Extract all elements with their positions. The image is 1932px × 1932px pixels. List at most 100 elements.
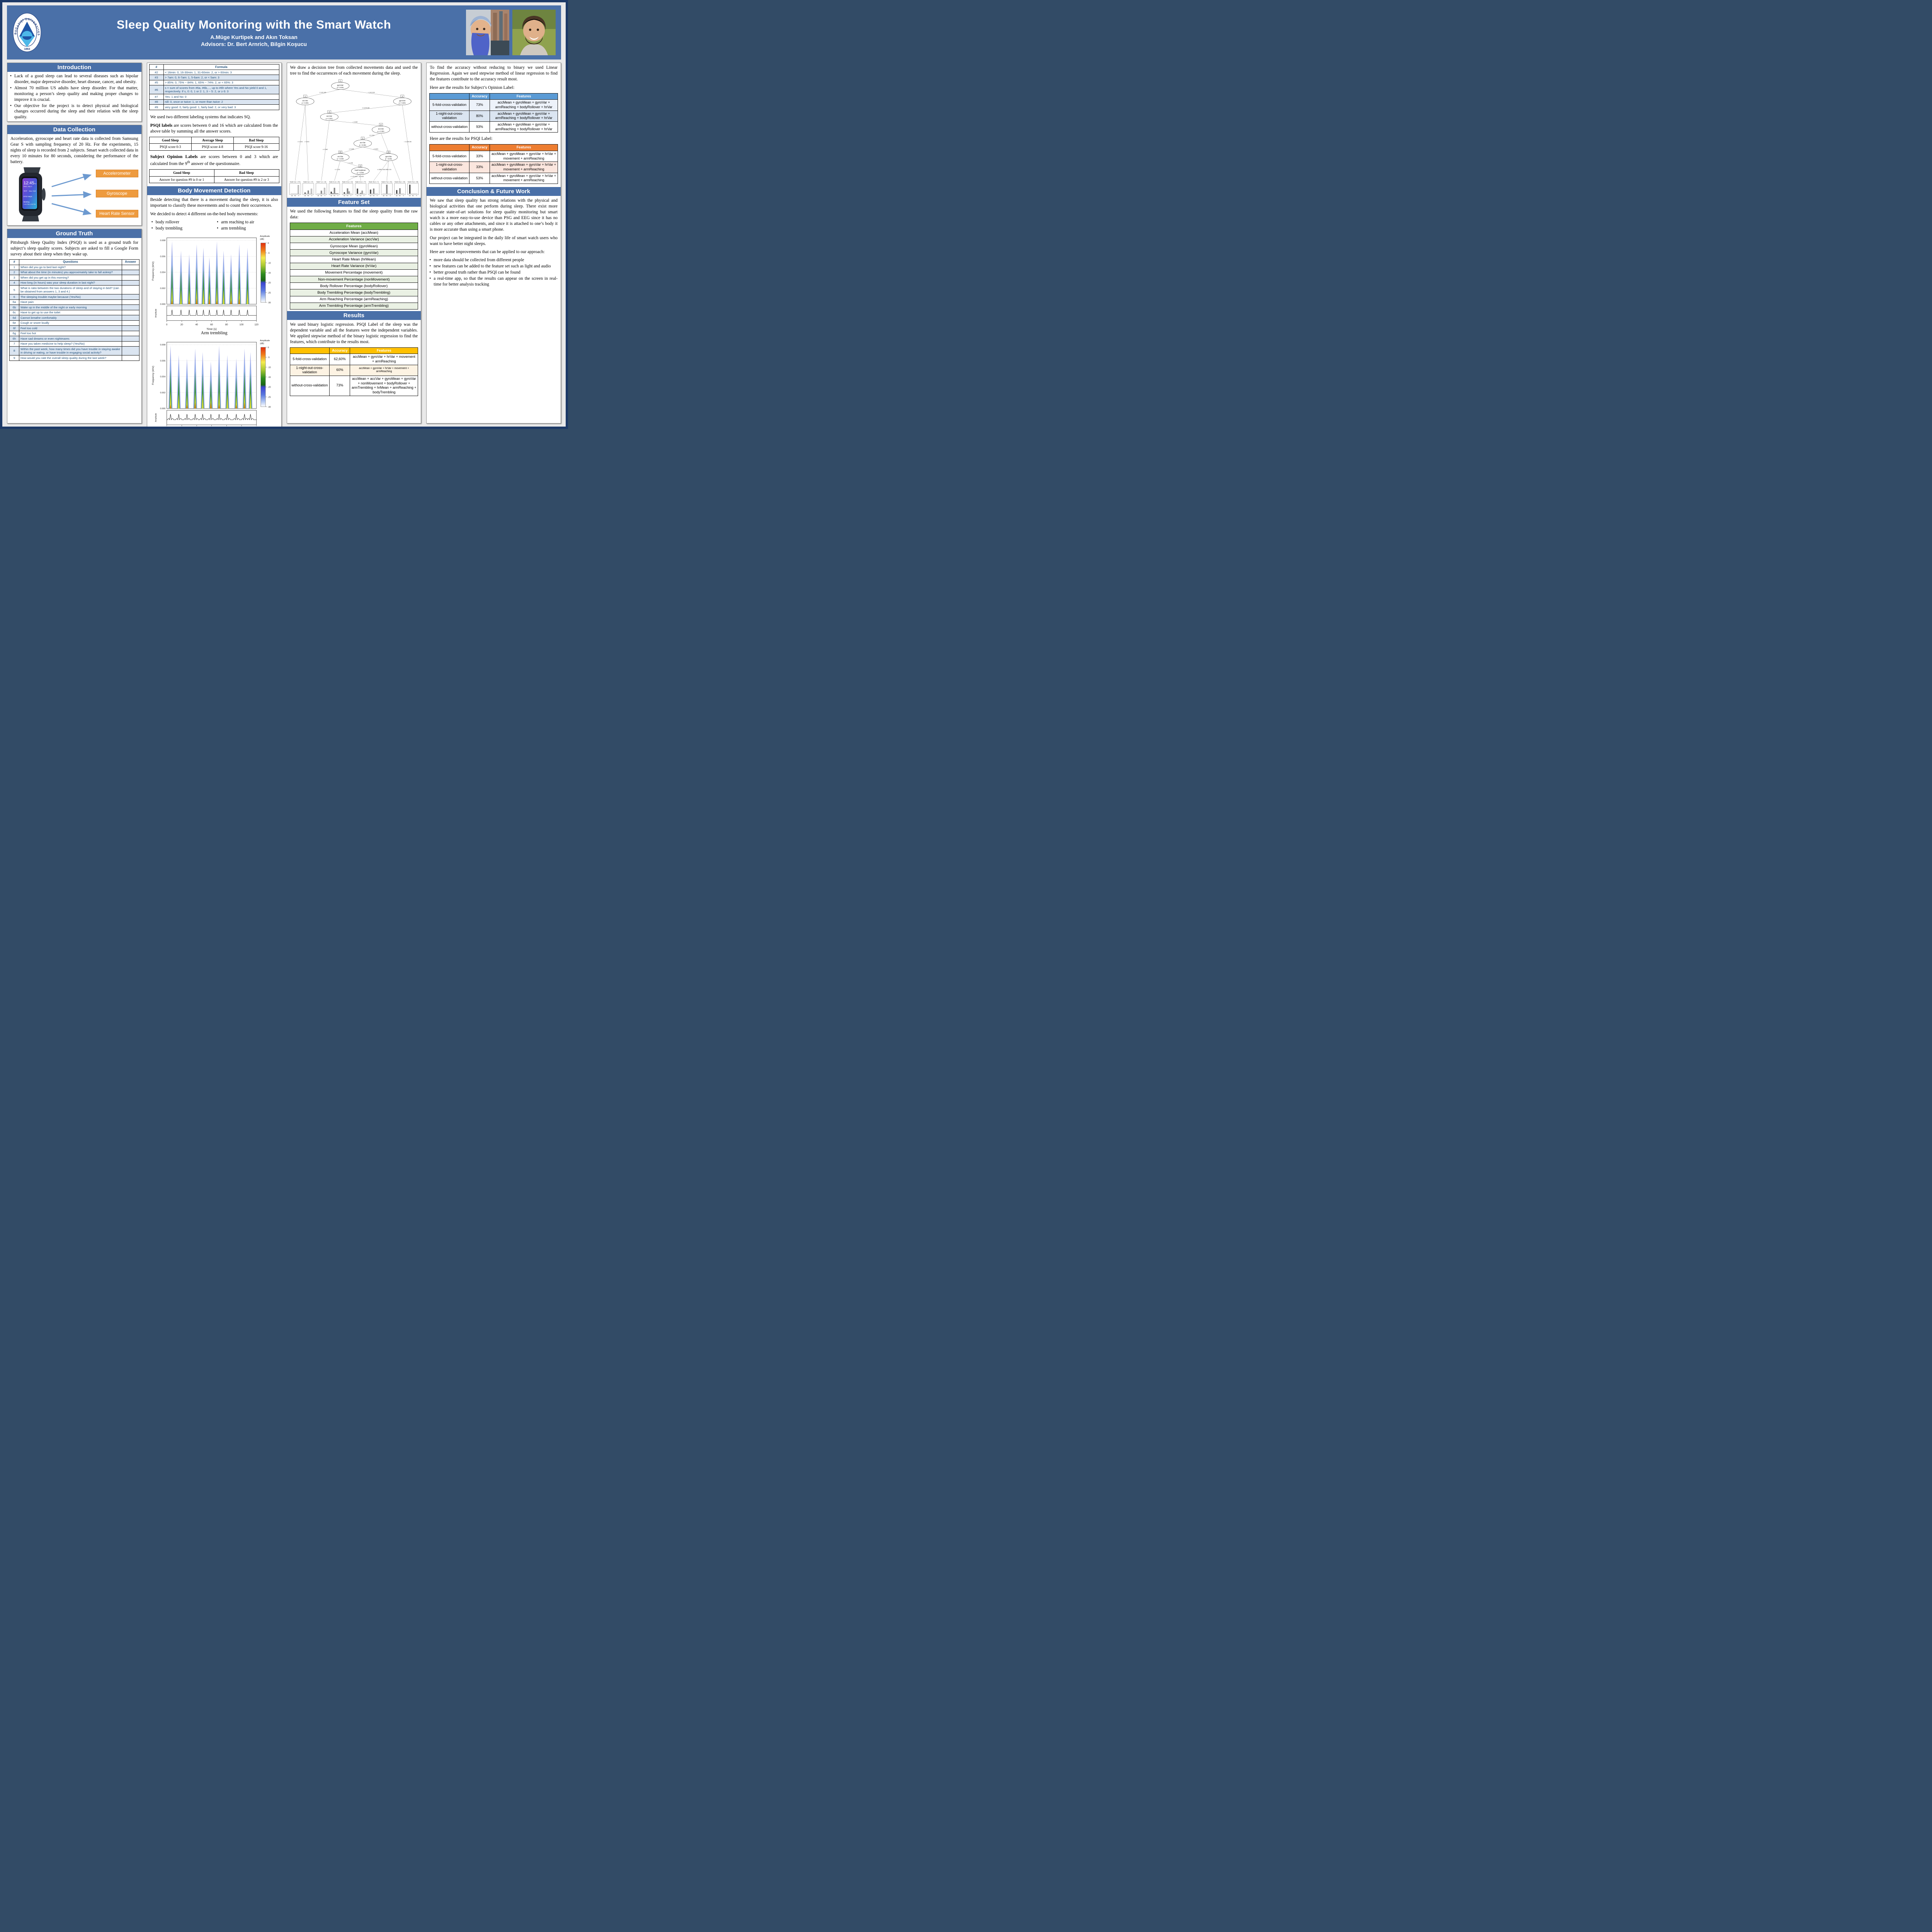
- opinion-good-header: Good Sleep: [149, 169, 214, 177]
- svg-text:n: n: [337, 195, 338, 196]
- svg-text:-15: -15: [267, 272, 270, 274]
- svg-text:a1: a1: [357, 195, 358, 196]
- features-header: Features: [350, 347, 418, 354]
- arm-trembling-caption: Arm trembling: [201, 331, 228, 336]
- svg-text:> -40.633: > -40.633: [357, 175, 364, 177]
- accuracy-header: Accuracy: [329, 347, 350, 354]
- formula-table: # Formula #2 < 16min: 0, 16-30min: 1, 31-…: [149, 64, 279, 110]
- svg-text:gyroVar: gyroVar: [399, 100, 405, 102]
- svg-text:New York: New York: [29, 190, 36, 192]
- questions-col-answer: Answer: [121, 259, 139, 265]
- feature-row: Arm Reaching Percentage (armReaching): [289, 296, 418, 303]
- question-text: Have you taken medicine to help sleep? (…: [19, 341, 122, 347]
- question-number: 9: [9, 355, 19, 361]
- photo-author-1: [466, 10, 509, 55]
- svg-text:n: n: [390, 195, 391, 196]
- svg-text:n: n: [324, 195, 325, 196]
- answer-cell: [121, 294, 139, 300]
- svg-text:12: 12: [359, 165, 361, 167]
- svg-text:-25: -25: [267, 292, 270, 294]
- features-value: accMean + gyroVar + hrVar + movement + a…: [350, 364, 418, 376]
- svg-text:Amplitude: Amplitude: [260, 235, 270, 238]
- svg-text:Node 14 (n = 77): Node 14 (n = 77): [355, 181, 366, 183]
- features-value: accMean + gyroMean + gyroVar + armReachi…: [490, 99, 558, 111]
- feature-name: Arm Reaching Percentage (armReaching): [289, 296, 418, 303]
- poster-authors: A.Müge Kurtipek and Akın Toksan: [210, 34, 298, 40]
- svg-text:0.000: 0.000: [160, 408, 165, 410]
- ground-truth-text: Pittsburgh Sleep Quality Index (PSQI) is…: [10, 240, 138, 257]
- column-3: We draw a decision tree from collected m…: [286, 63, 422, 423]
- body-movement-p1: Beside detecting that there is a movemen…: [150, 197, 278, 208]
- feature-row: Arm Trembling Percentage (armTrembling): [289, 302, 418, 310]
- question-text: Cannot breathe comfortably: [19, 315, 122, 321]
- question-number: 6: [9, 294, 19, 300]
- formula-text: Yes: 1 and No: 0: [163, 94, 279, 100]
- movement-bullet: arm reaching to air: [216, 219, 276, 225]
- formula-col-num: #: [149, 64, 164, 70]
- svg-text:n: n: [416, 195, 417, 196]
- feature-name: Acceleration Variance (accVar): [289, 236, 418, 243]
- svg-text:p = 0.003: p = 0.003: [337, 158, 344, 160]
- svg-text:a1: a1: [291, 195, 293, 196]
- data-collection-text: Acceleration, gyroscope and heart rate d…: [10, 136, 138, 164]
- accuracy-header: Accuracy: [469, 144, 490, 151]
- svg-text:6742 steps: 6742 steps: [24, 196, 32, 197]
- svg-text:a1: a1: [344, 195, 345, 196]
- svg-text:p < 0.001: p < 0.001: [359, 144, 366, 146]
- validation-label: 1-night-out-cross-validation: [429, 110, 470, 122]
- answer-cell: [121, 264, 139, 270]
- psqi-bad-range: PSQI score 9-16: [233, 143, 279, 151]
- question-row: 6c Have to get up to use the toilet: [9, 310, 139, 316]
- introduction-bullet: Our objective for the project is to dete…: [10, 103, 138, 121]
- svg-text:> 0.382: > 0.382: [352, 121, 357, 123]
- svg-text:0.008: 0.008: [160, 240, 165, 242]
- question-text: The sleeping trouble maybe because (Yes/…: [19, 294, 122, 300]
- formula-text: > 85%: 0, 75% ~ 84%: 1, 65% ~ 74%: 2, or…: [163, 80, 279, 86]
- validation-label: 5-fold-cross-validation: [289, 354, 330, 365]
- question-text: Feel too cold: [19, 325, 122, 331]
- accuracy-value: 33%: [469, 162, 490, 173]
- validation-label: 5-fold-cross-validation: [429, 99, 470, 111]
- answer-cell: [121, 341, 139, 347]
- svg-text:b1: b1: [333, 195, 335, 196]
- psqi-good-header: Good Sleep: [149, 136, 192, 144]
- introduction-bullets: Lack of a good sleep can lead to several…: [7, 73, 141, 121]
- svg-text:> 142.328: > 142.328: [368, 91, 375, 93]
- psqi-labels-bold: PSQI labels: [150, 123, 173, 128]
- accuracy-value: 93%: [469, 121, 490, 133]
- svg-text:p = 0.002: p = 0.002: [385, 158, 392, 160]
- regression-conclusion-panel: To find the accuracy without reducing to…: [426, 63, 561, 423]
- svg-text:p < 0.001: p < 0.001: [337, 87, 344, 88]
- question-row: 6b Wake up in the middle of the night or …: [9, 304, 139, 310]
- author-photos: [466, 10, 556, 55]
- svg-text:b1: b1: [294, 195, 296, 196]
- question-number: 6b: [9, 304, 19, 310]
- svg-text:≤ 3.845: ≤ 3.845: [349, 148, 354, 150]
- svg-text:Frequency (kHz): Frequency (kHz): [152, 261, 155, 280]
- svg-text:a1: a1: [396, 195, 397, 196]
- svg-text:> 11209.86: > 11209.86: [404, 141, 411, 143]
- accuracy-value: 73%: [469, 99, 490, 111]
- svg-text:> 1.228: > 1.228: [347, 162, 352, 164]
- svg-text:≤ 6.769: ≤ 6.769: [369, 134, 374, 136]
- feature-name: Arm Trembling Percentage (armTrembling): [289, 302, 418, 310]
- formula-row: #5 > 85%: 0, 75% ~ 84%: 1, 65% ~ 74%: 2, …: [149, 80, 279, 86]
- result-row: without-cross-validation 53% accMean + gyr…: [429, 172, 558, 184]
- feature-row: Acceleration Variance (accVar): [289, 236, 418, 243]
- svg-text:p < 0.001: p < 0.001: [399, 102, 406, 104]
- svg-text:2: 2: [304, 95, 306, 97]
- data-collection-panel: Data Collection Acceleration, gyroscope …: [7, 125, 142, 226]
- question-text: When did you go to bed last night?: [19, 264, 122, 270]
- question-number: 3: [9, 275, 19, 281]
- features-value: accMean + gyroMean + gyroVar + hrVar + m…: [490, 172, 558, 184]
- svg-text:p = 0.008: p = 0.008: [357, 172, 364, 173]
- question-text: Wake up in the middle of the night or ea…: [19, 304, 122, 310]
- answer-cell: [121, 275, 139, 281]
- svg-text:(dB): (dB): [260, 238, 264, 240]
- psqi-results-table: Accuracy Features 5-fold-cross-validatio…: [429, 144, 558, 184]
- feature-set-header: Feature Set: [287, 197, 421, 207]
- poster-page: BOĞAZİÇİ ÜNİVERSİTESİ 1863 Sleep Quality…: [2, 2, 566, 427]
- svg-text:≤ 0.382: ≤ 0.382: [323, 148, 328, 150]
- formula-text: nill: 0, once or twice: 1, or more than …: [163, 99, 279, 105]
- formula-text: < 16min: 0, 16-30min: 1, 31-60min: 2, or…: [163, 69, 279, 75]
